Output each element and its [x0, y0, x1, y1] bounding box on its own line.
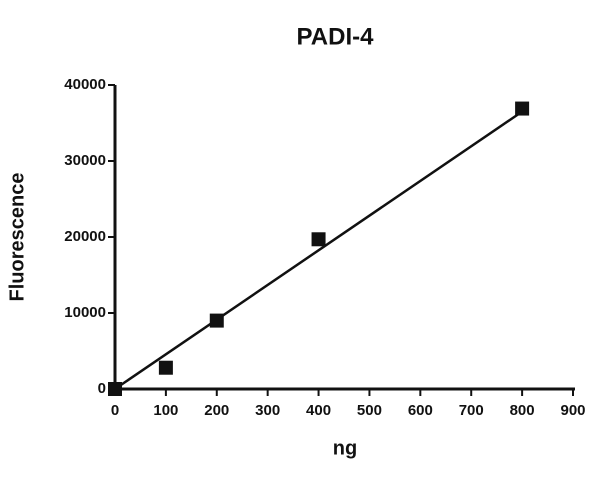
data-point — [108, 382, 122, 396]
x-tick-label: 400 — [306, 402, 331, 419]
x-tick-label: 300 — [255, 402, 280, 419]
x-tick-label: 600 — [408, 402, 433, 419]
y-tick-label: 20000 — [64, 228, 106, 245]
x-tick-label: 200 — [204, 402, 229, 419]
fit-line — [114, 110, 523, 391]
y-tick-label: 30000 — [64, 152, 106, 169]
x-tick-label: 800 — [510, 402, 535, 419]
x-tick-label: 900 — [560, 402, 585, 419]
y-tick-label: 0 — [98, 380, 106, 397]
data-point — [158, 360, 173, 375]
y-tick-label: 40000 — [64, 76, 106, 93]
data-point — [209, 313, 224, 328]
data-point — [311, 232, 326, 247]
data-point — [515, 101, 530, 116]
chart-title: PADI-4 — [297, 23, 375, 50]
x-tick-label: 100 — [153, 402, 178, 419]
x-tick-label: 500 — [357, 402, 382, 419]
y-tick-label: 10000 — [64, 304, 106, 321]
x-tick-label: 700 — [459, 402, 484, 419]
y-axis-title: Fluorescence — [6, 173, 28, 302]
x-tick-label: 0 — [111, 402, 119, 419]
x-axis-title: ng — [333, 437, 357, 459]
